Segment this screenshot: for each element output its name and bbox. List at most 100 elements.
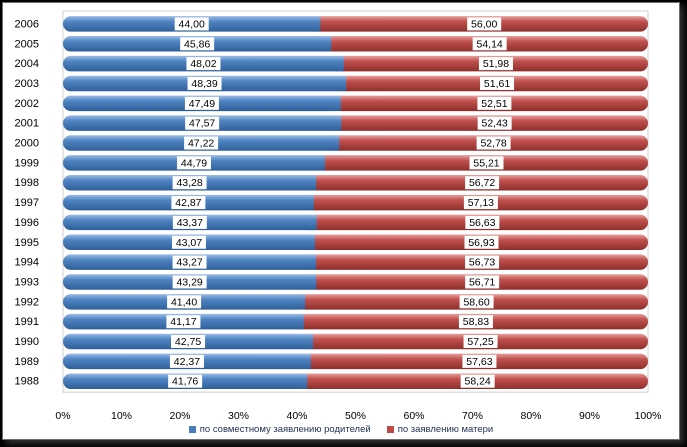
data-label-box-parents-2002 [184, 96, 219, 110]
category-label-2004: 2004 [15, 58, 39, 70]
data-label-parents-1997: 42,87 [175, 197, 201, 209]
x-tick-label-10: 100% [635, 410, 662, 421]
x-tick-label-5: 50% [345, 410, 366, 421]
bar-parents-edge-2002 [333, 95, 341, 112]
data-label-mother-2004: 51,98 [483, 58, 509, 70]
bar-parents-edge-1990 [305, 333, 314, 350]
data-label-box-parents-1993 [172, 275, 207, 289]
data-label-box-parents-2001 [185, 116, 220, 130]
data-label-box-parents-1994 [172, 255, 207, 269]
data-label-box-parents-1988 [168, 374, 203, 388]
data-label-box-mother-1994 [465, 255, 500, 269]
data-label-mother-1989: 57,63 [466, 356, 492, 368]
data-label-box-mother-1999 [469, 156, 504, 170]
data-label-mother-1998: 56,72 [469, 177, 495, 189]
x-tick-label-6: 60% [403, 410, 424, 421]
data-label-box-parents-1992 [167, 295, 202, 309]
data-label-box-mother-2005 [472, 37, 507, 51]
category-label-1994: 1994 [15, 257, 39, 269]
data-label-parents-2006: 44,00 [179, 18, 205, 30]
data-label-parents-2002: 47,49 [189, 98, 215, 110]
data-label-box-mother-1992 [459, 295, 494, 309]
category-label-1999: 1999 [15, 157, 39, 169]
x-tick-label-9: 90% [579, 410, 600, 421]
bar-parents-edge-1995 [307, 234, 315, 251]
legend-label-mother: по заявлению матери [397, 423, 494, 435]
bar-parents-edge-1996 [308, 214, 317, 231]
bar-parents-edge-1993 [308, 274, 317, 290]
legend-swatch-parents [188, 425, 196, 433]
data-label-box-mother-1996 [465, 215, 500, 229]
category-label-1988: 1988 [15, 376, 39, 388]
category-label-2000: 2000 [15, 138, 39, 150]
category-label-1989: 1989 [15, 356, 39, 368]
data-label-box-mother-1990 [463, 335, 498, 349]
data-label-parents-2004: 48,02 [190, 58, 216, 70]
data-label-mother-1992: 58,60 [463, 296, 489, 308]
category-label-1998: 1998 [15, 177, 39, 189]
data-label-box-parents-1990 [171, 335, 206, 349]
x-tick-label-4: 40% [286, 410, 307, 421]
stacked-bar-chart: 2006 44,00 56,00 2005 45,86 54,14 2004 48,02 51,… [15, 10, 662, 421]
data-label-box-parents-1996 [172, 215, 207, 229]
data-label-mother-2005: 54,14 [476, 38, 502, 50]
category-label-1992: 1992 [15, 296, 39, 308]
category-label-2006: 2006 [15, 18, 39, 30]
legend-item-mother: по заявлению матери [386, 423, 494, 435]
data-label-box-parents-2006 [174, 17, 209, 31]
data-label-box-parents-2003 [187, 76, 222, 90]
data-label-mother-1999: 55,21 [473, 157, 499, 169]
bar-parents-edge-2004 [336, 55, 344, 72]
data-label-parents-1995: 43,07 [176, 237, 202, 249]
data-label-mother-2006: 56,00 [471, 18, 497, 30]
data-label-box-parents-2000 [184, 136, 219, 150]
data-label-parents-1999: 44,79 [181, 157, 207, 169]
data-label-mother-1997: 57,13 [468, 197, 494, 209]
data-label-box-parents-1995 [171, 235, 206, 249]
x-tick-label-0: 0% [55, 410, 70, 421]
legend-label-parents: по совместному заявлению родителей [199, 423, 371, 435]
category-label-1993: 1993 [15, 276, 39, 288]
category-label-1996: 1996 [15, 217, 39, 229]
data-label-mother-2002: 52,51 [481, 98, 507, 110]
data-label-box-mother-1995 [464, 235, 499, 249]
data-label-parents-2003: 48,39 [191, 78, 217, 90]
data-label-box-parents-2005 [180, 37, 215, 51]
data-label-parents-1994: 43,27 [176, 257, 202, 269]
x-tick-label-2: 20% [169, 410, 190, 421]
data-label-mother-1988: 58,24 [465, 376, 491, 388]
data-label-box-mother-1998 [465, 176, 500, 190]
data-label-box-mother-2006 [467, 17, 502, 31]
data-label-box-parents-1997 [171, 196, 206, 210]
data-label-box-mother-2000 [476, 136, 511, 150]
bar-parents-edge-1999 [317, 155, 326, 171]
legend-item-parents: по совместному заявлению родителей [188, 423, 371, 435]
bar-parents-edge-1988 [299, 373, 308, 389]
data-label-mother-1990: 57,25 [467, 336, 493, 348]
bar-parents-edge-2005 [323, 36, 332, 52]
x-tick-label-8: 80% [520, 410, 541, 421]
data-label-box-parents-1989 [169, 354, 204, 368]
data-label-box-mother-1989 [462, 354, 497, 368]
category-label-2005: 2005 [15, 38, 39, 50]
data-label-box-mother-2002 [477, 96, 512, 110]
bar-parents-edge-1991 [296, 313, 304, 330]
data-label-parents-1988: 41,76 [172, 376, 198, 388]
data-label-parents-1993: 43,29 [176, 276, 202, 288]
data-label-parents-1991: 41,17 [170, 316, 196, 328]
bar-parents-edge-1997 [306, 194, 314, 211]
data-label-box-mother-2001 [477, 116, 512, 130]
plot-area [62, 10, 649, 393]
data-label-box-parents-1991 [166, 315, 201, 329]
chart-frame: 2006 44,00 56,00 2005 45,86 54,14 2004 48,02 51,… [2, 2, 680, 440]
x-tick-label-3: 30% [228, 410, 249, 421]
data-label-mother-2000: 52,78 [480, 138, 506, 150]
data-label-box-mother-1991 [458, 315, 493, 329]
data-label-parents-1992: 41,40 [171, 296, 197, 308]
data-label-mother-1995: 56,93 [468, 237, 494, 249]
bar-parents-edge-1998 [308, 174, 317, 191]
data-label-box-mother-1988 [460, 374, 495, 388]
data-label-box-mother-1997 [463, 196, 498, 210]
bar-parents-edge-1989 [303, 353, 311, 370]
data-label-mother-1996: 56,63 [469, 217, 495, 229]
